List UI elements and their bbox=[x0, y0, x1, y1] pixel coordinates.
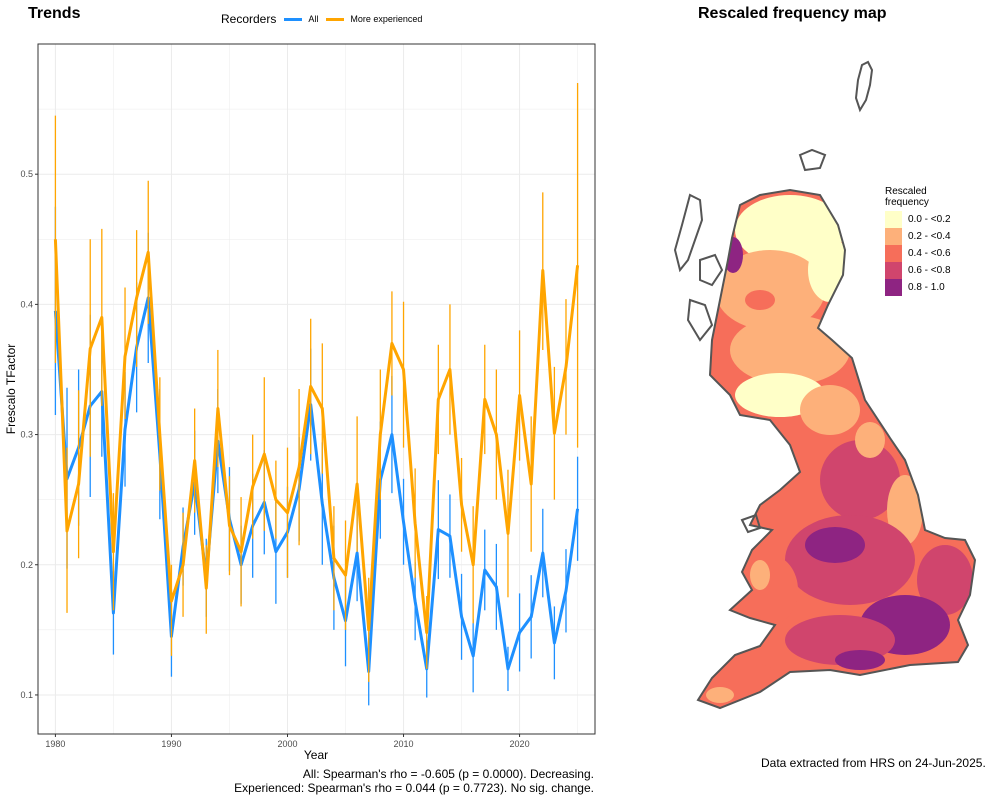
anglesey-outline bbox=[740, 513, 762, 534]
series-experienced bbox=[53, 83, 580, 682]
map-zone-northeast-peach bbox=[887, 475, 923, 545]
map-legend-row: 0.6 - <0.8 bbox=[885, 262, 951, 279]
data-source-footer: Data extracted from HRS on 24-Jun-2025. bbox=[761, 756, 986, 770]
chart-legend: Recorders All More experienced bbox=[221, 12, 422, 26]
map-legend-title: Rescaled frequency bbox=[885, 186, 951, 208]
gridlines bbox=[38, 44, 595, 734]
x-tick-label: 1980 bbox=[45, 739, 65, 749]
stats-experienced: Experienced: Spearman's rho = 0.044 (p =… bbox=[234, 781, 594, 795]
series-line bbox=[53, 239, 580, 634]
outer-hebrides-outline bbox=[673, 193, 704, 273]
y-tick-label: 0.1 bbox=[20, 690, 33, 700]
y-axis-label: Frescalo TFactor bbox=[4, 344, 18, 434]
map-legend-label: 0.4 - <0.6 bbox=[908, 248, 951, 259]
y-tick-label: 0.3 bbox=[20, 430, 33, 440]
frequency-map bbox=[673, 60, 976, 709]
map-zone-east bbox=[917, 545, 973, 615]
x-tick-label: 2000 bbox=[277, 739, 297, 749]
x-tick-label: 2020 bbox=[510, 739, 530, 749]
map-legend-row: 0.8 - 1.0 bbox=[885, 279, 951, 296]
x-axis-label: Year bbox=[304, 748, 328, 762]
trend-chart: 0.1 0.2 0.3 0.4 0.5 1980 1990 2000 2010 2020 Year… bbox=[4, 43, 596, 762]
map-zone-wales-peach bbox=[750, 560, 770, 590]
legend-title: Recorders bbox=[221, 12, 277, 26]
legend-label-all: All bbox=[308, 14, 319, 24]
plot-border bbox=[37, 43, 596, 735]
map-zone-southwest-peach bbox=[706, 687, 734, 703]
map-legend-row: 0.0 - <0.2 bbox=[885, 211, 951, 228]
x-tick-label: 1990 bbox=[161, 739, 181, 749]
map-legend-label: 0.2 - <0.4 bbox=[908, 231, 951, 242]
orkney-outline bbox=[798, 148, 827, 172]
series-line bbox=[53, 296, 580, 673]
legend-key-experienced bbox=[326, 17, 345, 21]
legend-label-experienced: More experienced bbox=[350, 14, 423, 24]
y-tick-label: 0.4 bbox=[20, 299, 33, 309]
shetland-outline bbox=[854, 60, 874, 113]
map-legend-row: 0.2 - <0.4 bbox=[885, 228, 951, 245]
y-tick-label: 0.5 bbox=[20, 169, 33, 179]
axis-ticks: 0.1 0.2 0.3 0.4 0.5 1980 1990 2000 2010 2020 bbox=[20, 169, 529, 749]
map-legend: Rescaled frequency 0.0 - <0.2 0.2 - <0.4… bbox=[885, 186, 951, 296]
y-tick-label: 0.2 bbox=[20, 560, 33, 570]
map-zone-midscotland-peach bbox=[730, 315, 850, 385]
map-legend-label: 0.0 - <0.2 bbox=[908, 214, 951, 225]
map-zone-borders-peach bbox=[800, 385, 860, 435]
map-title: Rescaled frequency map bbox=[698, 5, 887, 22]
map-legend-label: 0.8 - 1.0 bbox=[908, 282, 945, 293]
trends-title: Trends bbox=[28, 5, 81, 22]
stats-all: All: Spearman's rho = -0.605 (p = 0.0000… bbox=[302, 767, 594, 781]
map-legend-label: 0.6 - <0.8 bbox=[908, 265, 951, 276]
map-zone-northeast-light bbox=[808, 238, 852, 302]
map-legend-title-line1: Rescaled bbox=[885, 186, 927, 197]
inner-isles-outline bbox=[699, 253, 724, 287]
map-legend-title-line2: frequency bbox=[885, 197, 929, 208]
map-zone-wales bbox=[742, 555, 798, 625]
map-zone-northeast-eng-peach bbox=[855, 422, 885, 458]
x-tick-label: 2010 bbox=[394, 739, 414, 749]
map-legend-row: 0.4 - <0.6 bbox=[885, 245, 951, 262]
spearman-stats: All: Spearman's rho = -0.605 (p = 0.0000… bbox=[234, 767, 594, 795]
map-zone-northwest-mid bbox=[745, 290, 775, 310]
map-zone-north-england bbox=[820, 440, 900, 520]
legend-key-all bbox=[284, 17, 303, 21]
west-isles-outline bbox=[686, 298, 714, 342]
map-zone-south-dark bbox=[835, 650, 885, 670]
map-zone-midlands-dark bbox=[805, 527, 865, 563]
map-zone-highlands-peach bbox=[715, 250, 825, 330]
